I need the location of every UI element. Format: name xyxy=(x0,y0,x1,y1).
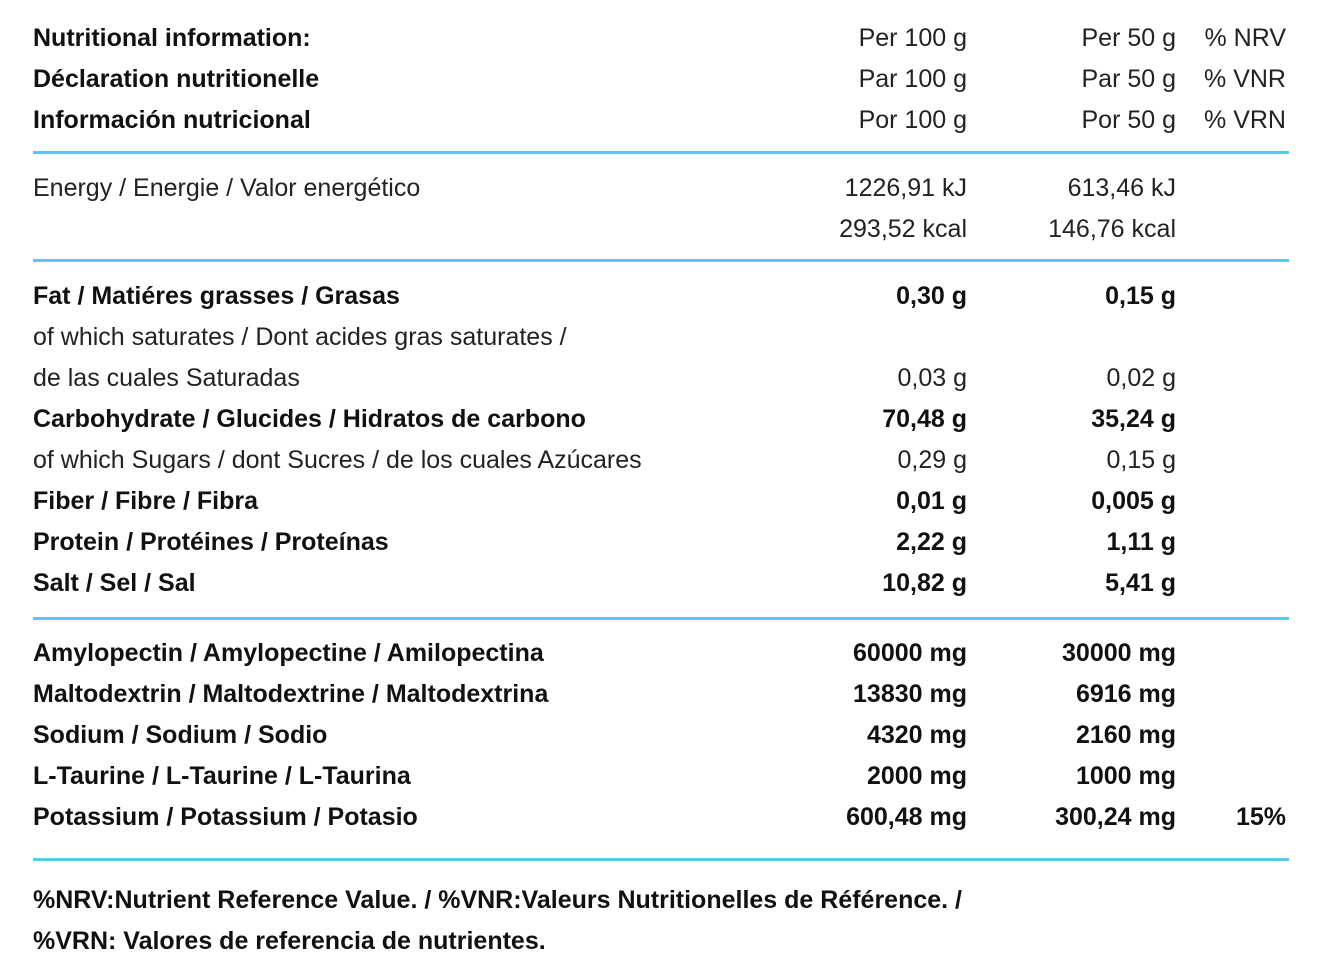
col-per100-header: Par 100 g xyxy=(858,65,967,93)
row-per50: 35,24 g xyxy=(1091,405,1176,433)
footnote-line-1: %NRV:Nutrient Reference Value. / %VNR:Va… xyxy=(33,886,963,914)
row-per50: 0,15 g xyxy=(1106,446,1176,474)
energy-kcal-per100: 293,52 kcal xyxy=(839,215,967,243)
row-label: de las cuales Saturadas xyxy=(33,364,300,392)
energy-row-kj: Energy / Energie / Valor energético 1226… xyxy=(33,168,1289,209)
row-label: L-Taurine / L-Taurine / L-Taurina xyxy=(33,762,411,790)
row-label: Sodium / Sodium / Sodio xyxy=(33,721,328,749)
table-row-salt: Salt / Sel / Sal 10,82 g 5,41 g xyxy=(33,563,1289,604)
row-nrv: 15% xyxy=(1235,803,1286,831)
col-per50-header: Por 50 g xyxy=(1081,106,1176,134)
row-label: Fiber / Fibre / Fibra xyxy=(33,487,259,515)
row-per50: 2160 mg xyxy=(1075,721,1176,749)
energy-label: Energy / Energie / Valor energético xyxy=(33,174,421,202)
header-title: Nutritional information: xyxy=(33,24,311,52)
macros-section: Fat / Matiéres grasses / Grasas 0,30 g 0… xyxy=(33,262,1289,604)
table-row-taurine: L-Taurine / L-Taurine / L-Taurina 2000 m… xyxy=(33,756,1289,797)
row-per100: 0,29 g xyxy=(897,446,967,474)
header-title: Déclaration nutritionelle xyxy=(33,65,320,93)
row-per100: 13830 mg xyxy=(853,680,967,708)
section-divider xyxy=(33,617,1289,620)
row-per100: 70,48 g xyxy=(882,405,967,433)
row-label: Carbohydrate / Glucides / Hidratos de ca… xyxy=(33,405,586,433)
row-per50: 5,41 g xyxy=(1105,569,1176,597)
ingredients-section: Amylopectin / Amylopectine / Amilopectin… xyxy=(33,620,1289,838)
table-row-saturates-1: of which saturates / Dont acides gras sa… xyxy=(33,317,1289,358)
row-per100: 2000 mg xyxy=(866,762,967,790)
row-label: of which Sugars / dont Sucres / de los c… xyxy=(33,446,642,474)
row-per50: 1,11 g xyxy=(1106,528,1177,556)
table-row-potassium: Potassium / Potassium / Potasio 600,48 m… xyxy=(33,797,1289,838)
row-per50: 1000 mg xyxy=(1075,762,1176,790)
nutrition-table: Nutritional information: Per 100 g Per 5… xyxy=(33,0,1289,962)
energy-kcal-per50: 146,76 kcal xyxy=(1048,215,1176,243)
row-per50: 30000 mg xyxy=(1062,639,1176,667)
row-per100: 600,48 mg xyxy=(846,803,967,831)
row-label: Salt / Sel / Sal xyxy=(33,569,196,597)
row-per100: 10,82 g xyxy=(882,569,967,597)
section-divider xyxy=(33,151,1289,154)
col-per50-header: Par 50 g xyxy=(1081,65,1176,93)
header-row-es: Información nutricional Por 100 g Por 50… xyxy=(33,100,1289,141)
row-per100: 0,01 g xyxy=(896,487,967,515)
energy-section: Energy / Energie / Valor energético 1226… xyxy=(33,154,1289,250)
header-row-fr: Déclaration nutritionelle Par 100 g Par … xyxy=(33,59,1289,100)
row-per100: 2,22 g xyxy=(896,528,967,556)
table-row-maltodextrin: Maltodextrin / Maltodextrine / Maltodext… xyxy=(33,674,1289,715)
row-per100: 0,30 g xyxy=(896,282,967,310)
row-per50: 0,02 g xyxy=(1106,364,1176,392)
col-nrv-header: % NRV xyxy=(1204,24,1286,52)
row-label: of which saturates / Dont acides gras sa… xyxy=(33,323,567,351)
header-row-en: Nutritional information: Per 100 g Per 5… xyxy=(33,18,1289,59)
row-label: Potassium / Potassium / Potasio xyxy=(33,803,418,831)
row-per100: 60000 mg xyxy=(853,639,967,667)
section-divider xyxy=(33,259,1289,262)
table-row-sugars: of which Sugars / dont Sucres / de los c… xyxy=(33,440,1289,481)
table-row-protein: Protein / Protéines / Proteínas 2,22 g 1… xyxy=(33,522,1289,563)
col-per100-header: Por 100 g xyxy=(858,106,967,134)
col-nrv-header: % VNR xyxy=(1204,65,1286,93)
energy-kj-per100: 1226,91 kJ xyxy=(844,174,967,202)
section-divider xyxy=(33,858,1289,861)
row-per50: 300,24 mg xyxy=(1055,803,1176,831)
energy-row-kcal: 293,52 kcal 146,76 kcal xyxy=(33,209,1289,250)
col-per100-header: Per 100 g xyxy=(858,24,967,52)
row-label: Fat / Matiéres grasses / Grasas xyxy=(33,282,400,310)
row-per100: 4320 mg xyxy=(866,721,967,749)
row-per50: 0,15 g xyxy=(1105,282,1176,310)
table-row-sodium: Sodium / Sodium / Sodio 4320 mg 2160 mg xyxy=(33,715,1289,756)
row-label: Amylopectin / Amylopectine / Amilopectin… xyxy=(33,639,544,667)
footnote-line-2: %VRN: Valores de referencia de nutriente… xyxy=(33,927,546,955)
table-row-amylopectin: Amylopectin / Amylopectine / Amilopectin… xyxy=(33,633,1289,674)
row-label: Protein / Protéines / Proteínas xyxy=(33,528,389,556)
col-per50-header: Per 50 g xyxy=(1081,24,1176,52)
footnote: %NRV:Nutrient Reference Value. / %VNR:Va… xyxy=(33,861,1289,962)
header-section: Nutritional information: Per 100 g Per 5… xyxy=(33,0,1289,141)
row-label: Maltodextrin / Maltodextrine / Maltodext… xyxy=(33,680,549,708)
row-per50: 6916 mg xyxy=(1075,680,1176,708)
table-row-fat: Fat / Matiéres grasses / Grasas 0,30 g 0… xyxy=(33,276,1289,317)
row-per100: 0,03 g xyxy=(897,364,967,392)
header-title: Información nutricional xyxy=(33,106,311,134)
table-row-fiber: Fiber / Fibre / Fibra 0,01 g 0,005 g xyxy=(33,481,1289,522)
energy-kj-per50: 613,46 kJ xyxy=(1067,174,1176,202)
table-row-saturates-2: de las cuales Saturadas 0,03 g 0,02 g xyxy=(33,358,1289,399)
row-per50: 0,005 g xyxy=(1091,487,1176,515)
col-nrv-header: % VRN xyxy=(1204,106,1286,134)
table-row-carbohydrate: Carbohydrate / Glucides / Hidratos de ca… xyxy=(33,399,1289,440)
